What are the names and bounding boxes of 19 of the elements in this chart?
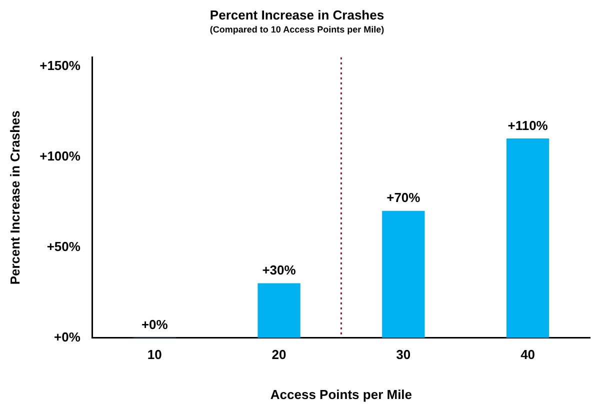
x-axis-title: Access Points per Mile [270,386,412,402]
y-tick-label: +100% [40,148,81,164]
y-tick-label: +50% [46,238,81,254]
x-tick-label: 20 [272,347,286,362]
data-label: +70% [386,190,421,206]
y-tick-label: +0% [54,329,81,344]
chart-subtitle: (Compared to 10 Access Points per Mile) [210,24,384,34]
data-label: +110% [508,118,548,133]
x-tick-label: 30 [396,347,411,362]
y-axis-title: Percent Increase in Crashes [7,110,22,285]
x-tick-label: 10 [147,347,162,362]
y-tick-label: +150% [40,58,81,74]
bar [382,210,425,338]
chart-title: Percent Increase in Crashes [210,7,384,22]
bar [506,138,550,338]
data-label: +30% [262,262,296,278]
data-label: +0% [141,316,168,332]
x-tick-label: 40 [520,347,536,362]
bar [258,283,300,338]
